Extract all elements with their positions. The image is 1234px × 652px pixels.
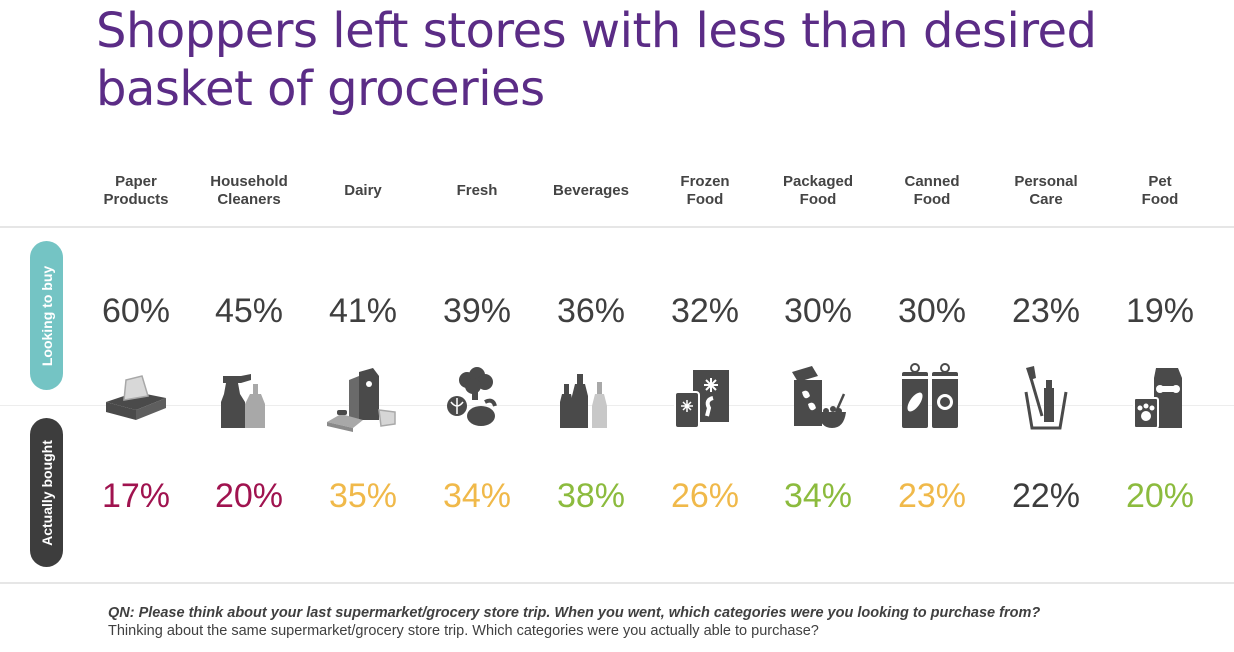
category-label-line: Food (913, 191, 951, 208)
category-label-line: Products (103, 191, 169, 208)
title-line-1: Shoppers left stores with less than desi… (96, 3, 1097, 59)
toothbrush-icon (1006, 362, 1086, 434)
category-label-line: Food (799, 191, 837, 208)
category-label-line: Pet (1148, 173, 1172, 190)
chart-title: Shoppers left stores with less than desi… (96, 2, 1196, 118)
footnote: QN: Please think about your last superma… (108, 604, 1208, 640)
looking-to-buy-value: 41% (328, 292, 398, 330)
category-label: Personal Care (989, 173, 1103, 209)
category-label-line: Household (210, 173, 288, 190)
looking-to-buy-label: Looking to buy (30, 241, 63, 390)
category-column: Packaged Food 30% 34% (761, 0, 875, 582)
title-line-2: basket of groceries (96, 61, 545, 117)
actually-bought-value: 34% (783, 477, 853, 515)
actually-bought-value: 17% (101, 477, 171, 515)
frozen-food-icon (665, 362, 745, 434)
actually-bought-label: Actually bought (30, 418, 63, 567)
actually-bought-value: 35% (328, 477, 398, 515)
actually-bought-value: 23% (897, 477, 967, 515)
category-column: Pet Food 19% 20% (1103, 0, 1217, 582)
looking-to-buy-value: 19% (1125, 292, 1195, 330)
category-label: Fresh (420, 182, 534, 200)
actually-bought-value: 38% (556, 477, 626, 515)
row-divider (0, 405, 1234, 406)
footer-divider (0, 582, 1234, 584)
tissue-box-icon (96, 362, 176, 434)
actually-bought-value: 20% (1125, 477, 1195, 515)
looking-to-buy-value: 60% (101, 292, 171, 330)
category-label-line: Paper (115, 173, 157, 190)
milk-cheese-icon (323, 362, 403, 434)
looking-to-buy-text: Looking to buy (38, 265, 55, 366)
looking-to-buy-value: 30% (783, 292, 853, 330)
category-label-line: Packaged (782, 173, 854, 190)
category-label: Paper Products (79, 173, 193, 209)
looking-to-buy-value: 23% (1011, 292, 1081, 330)
actually-bought-value: 26% (670, 477, 740, 515)
category-label-line: Personal (1014, 173, 1078, 190)
category-label-line: Frozen (680, 173, 730, 190)
cereal-box-icon (778, 362, 858, 434)
looking-to-buy-value: 32% (670, 292, 740, 330)
category-label: Pet Food (1103, 173, 1217, 209)
vegetables-icon (437, 362, 517, 434)
category-label-line: Beverages (553, 182, 629, 199)
header-divider (0, 226, 1234, 228)
category-column: Beverages 36% 38% (534, 0, 648, 582)
category-label-line: Fresh (456, 182, 498, 199)
category-label: Dairy (306, 182, 420, 200)
category-label-line: Canned (904, 173, 960, 190)
category-label-line: Food (1141, 191, 1179, 208)
category-column: Dairy 41% 35% (306, 0, 420, 582)
footnote-question: QN: Please think about your last superma… (108, 605, 1041, 621)
looking-to-buy-value: 39% (442, 292, 512, 330)
looking-to-buy-value: 45% (214, 292, 284, 330)
category-label: Packaged Food (761, 173, 875, 209)
category-label: Beverages (534, 182, 648, 200)
pet-food-icon (1120, 362, 1200, 434)
cans-icon (892, 362, 972, 434)
actually-bought-value: 34% (442, 477, 512, 515)
category-column: Canned Food 30% 23% (875, 0, 989, 582)
category-label: Frozen Food (648, 173, 762, 209)
category-label-line: Food (686, 191, 724, 208)
looking-to-buy-value: 30% (897, 292, 967, 330)
category-column: Household Cleaners 45% 20% (192, 0, 306, 582)
actually-bought-value: 22% (1011, 477, 1081, 515)
bottles-icon (551, 362, 631, 434)
category-column: Personal Care 23% 22% (989, 0, 1103, 582)
category-label-line: Dairy (344, 182, 382, 199)
spray-bottle-icon (209, 362, 289, 434)
category-label-line: Cleaners (217, 191, 281, 208)
category-label: Canned Food (875, 173, 989, 209)
footnote-followup: Thinking about the same supermarket/groc… (108, 623, 819, 639)
actually-bought-value: 20% (214, 477, 284, 515)
category-column: Fresh 39% 34% (420, 0, 534, 582)
category-column: Paper Products 60% 17% (79, 0, 193, 582)
category-column: Frozen Food 32% 26% (648, 0, 762, 582)
category-label-line: Care (1029, 191, 1063, 208)
actually-bought-text: Actually bought (38, 439, 55, 546)
category-label: Household Cleaners (192, 173, 306, 209)
looking-to-buy-value: 36% (556, 292, 626, 330)
